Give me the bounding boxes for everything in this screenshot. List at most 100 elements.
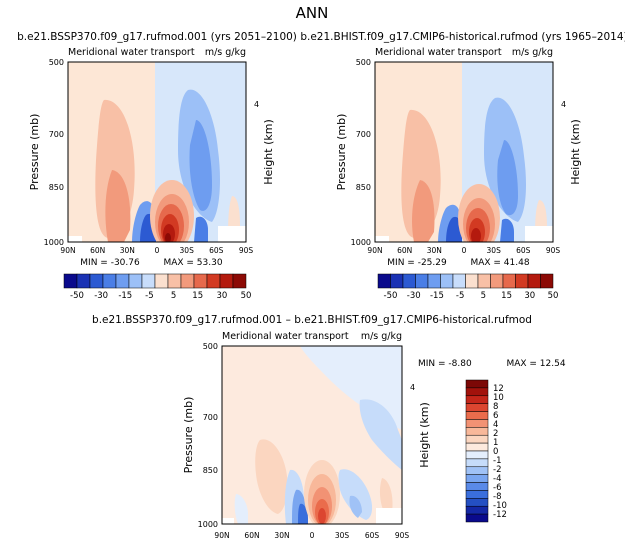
panel-3-x-tick-60s: 60S [365, 531, 380, 540]
panel-3-y-tick-1000: 1000 [198, 520, 218, 529]
panel-3-colorbar-box [465, 442, 489, 452]
panel-2-x-tick-30s: 30S [487, 246, 502, 255]
panel-1-colorbar-box [219, 273, 234, 289]
panel-3-colorbar-label: -6 [493, 483, 501, 493]
panel-3-title: b.e21.BSSP370.f09_g17.rufmod.001 – b.e21… [92, 314, 532, 326]
panel-1-colorbar-box [63, 273, 78, 289]
panel-2-y-ticks: 500 700 850 1000 [351, 58, 371, 247]
panel-2-x-tick-0: 0 [462, 246, 467, 255]
panel-2-x-tick-90s: 90S [546, 246, 561, 255]
panel-1-ylabel: Pressure (mb) [28, 114, 41, 191]
panel-1-y-tick-700: 700 [49, 130, 64, 139]
panel-1-x-tick-60s: 60S [209, 246, 224, 255]
panel-1-x-tick-30n: 30N [120, 246, 135, 255]
panel-2-max-label: MAX = 41.48 [470, 258, 529, 268]
panel-1-colorbar-box [128, 273, 143, 289]
panel-3-colorbar-box [465, 403, 489, 412]
panel-3-colorbar-box [465, 450, 489, 460]
panel-3-x-tick-60n: 60N [244, 531, 259, 540]
panel-1-colorbar-box [102, 273, 117, 289]
panel-1-x-tick-0: 0 [155, 246, 160, 255]
panel-3-colorbar-label: 8 [493, 402, 498, 412]
panel-3-colorbar-box [465, 434, 489, 444]
panel-2-colorbar: -50 -30 -15 -5 5 15 30 50 [377, 273, 559, 301]
panel-1-field [68, 62, 246, 242]
panel-3-colorbar-box [465, 505, 489, 515]
panel-3-x-tick-0: 0 [310, 531, 315, 540]
panel-3-y-tick-700: 700 [203, 413, 218, 422]
panel-2-y-tick-1000: 1000 [351, 238, 371, 247]
panel-3-max-label: MAX = 12.54 [506, 359, 565, 369]
panel-3-colorbar-box [465, 379, 489, 389]
panel-2-y-tick-700: 700 [356, 130, 371, 139]
panel-2-colorbar-box [527, 273, 541, 289]
panel-2-colorbar-label: -50 [384, 291, 398, 301]
panel-2-y2-tick: 4 [561, 100, 566, 109]
panel-2-min-label: MIN = -25.29 [387, 258, 447, 268]
panel-2-x-tick-30n: 30N [427, 246, 442, 255]
panel-3-y2label: Height (km) [418, 402, 431, 468]
panel-3-subtitle: Meridional water transport [222, 331, 349, 342]
panel-2-x-ticks: 90N 60N 30N 0 30S 60S 90S [367, 246, 560, 255]
panel-2-colorbar-box [377, 273, 391, 289]
panel-1-colorbar-label: -30 [94, 291, 108, 301]
panel-1-title: b.e21.BSSP370.f09_g17.rufmod.001 (yrs 20… [17, 31, 297, 43]
panel-1-colorbar-box [232, 273, 247, 289]
panel-1-colorbar-label: -5 [145, 291, 153, 301]
panel-2-colorbar-box [515, 273, 529, 289]
panel-1-x-ticks: 90N 60N 30N 0 30S 60S 90S [60, 246, 253, 255]
panel-1-units: m/s g/kg [205, 47, 246, 58]
panel-2-colorbar-box [402, 273, 416, 289]
panel-1-y2label: Height (km) [262, 119, 275, 185]
panel-1-y2-tick: 4 [254, 100, 259, 109]
panel-2-colorbar-box [465, 273, 479, 289]
panel-1-y-tick-1000: 1000 [44, 238, 64, 247]
panel-3-y2-tick: 4 [410, 383, 415, 392]
panel-3-colorbar-box [465, 482, 489, 491]
panel-3-x-tick-90n: 90N [214, 531, 229, 540]
panel-1-colorbar-box [167, 273, 182, 289]
panel-2-x-tick-60s: 60S [516, 246, 531, 255]
panel-2-y2label: Height (km) [569, 119, 582, 185]
panel-1-x-tick-90s: 90S [239, 246, 254, 255]
panel-3-y-tick-500: 500 [203, 342, 218, 351]
panel-3-min-label: MIN = -8.80 [418, 359, 472, 369]
panel-3-colorbar-label: -2 [493, 465, 501, 475]
panel-2-colorbar-label: 15 [501, 291, 512, 301]
panel-2-colorbar-label: 50 [548, 291, 559, 301]
panel-3-colorbar-box [465, 474, 489, 483]
panel-2-colorbar-label: -15 [430, 291, 444, 301]
panel-1-colorbar: -50 -30 -15 -5 5 15 30 50 [63, 273, 251, 301]
panel-3: b.e21.BSSP370.f09_g17.rufmod.001 – b.e21… [92, 314, 566, 540]
panel-2-colorbar-box [540, 273, 554, 289]
panel-3-colorbar-label: 10 [493, 393, 504, 403]
panel-2-subtitle: Meridional water transport [375, 47, 502, 58]
panel-2-colorbar-box [427, 273, 441, 289]
panel-1-colorbar-box [206, 273, 221, 289]
panel-3-y-ticks: 500 700 850 1000 [198, 342, 218, 529]
panel-3-colorbar-label: -1 [493, 456, 501, 466]
panel-2-colorbar-box [390, 273, 404, 289]
panel-3-colorbar-label: 4 [493, 420, 498, 430]
panel-3-colorbar-label: 1 [493, 438, 498, 448]
panel-3-colorbar-box [465, 498, 489, 507]
panel-1-min-label: MIN = -30.76 [80, 258, 140, 268]
panel-2-y-tick-500: 500 [356, 58, 371, 67]
panel-1-colorbar-box [76, 273, 91, 289]
panel-3-colorbar-box [465, 427, 489, 436]
panel-1: b.e21.BSSP370.f09_g17.rufmod.001 (yrs 20… [17, 31, 297, 301]
panel-1-x-tick-30s: 30S [180, 246, 195, 255]
panel-2-units: m/s g/kg [512, 47, 553, 58]
panel-3-colorbar-box [465, 387, 489, 397]
figure-title: ANN [296, 4, 329, 22]
panel-2-colorbar-label: 5 [481, 291, 486, 301]
panel-1-colorbar-box [154, 273, 169, 289]
panel-3-colorbar-box [465, 513, 489, 523]
panel-2-x-tick-60n: 60N [397, 246, 412, 255]
panel-2-title: b.e21.BHIST.f09_g17.CMIP6-historical.ruf… [300, 31, 625, 43]
panel-3-ylabel: Pressure (mb) [182, 397, 195, 474]
panel-2-x-tick-90n: 90N [367, 246, 382, 255]
panel-3-colorbar-label: 12 [493, 384, 504, 394]
panel-2-colorbar-label: 30 [524, 291, 535, 301]
